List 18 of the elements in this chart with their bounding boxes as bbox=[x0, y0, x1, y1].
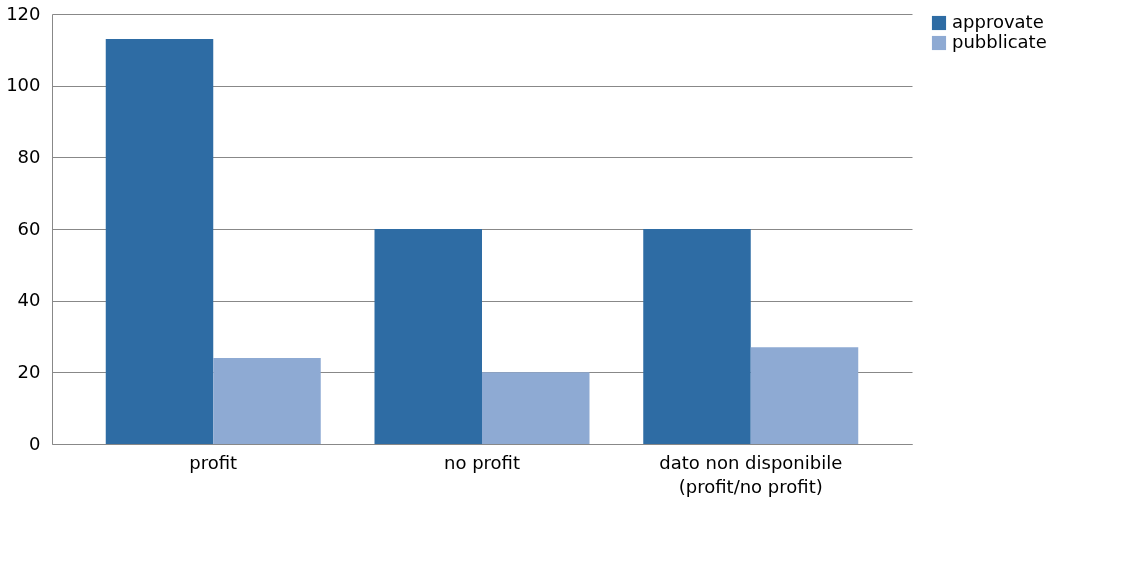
y-tick-label: 80 bbox=[17, 145, 41, 167]
y-tick-label: 100 bbox=[6, 74, 41, 96]
y-tick-label: 60 bbox=[17, 217, 41, 239]
x-tick-label: dato non disponibile (profit/no profit) bbox=[659, 451, 843, 497]
legend-label: pubblicate bbox=[952, 31, 1047, 52]
y-tick-label: 0 bbox=[29, 432, 41, 454]
y-tick-label: 40 bbox=[17, 289, 41, 311]
bar bbox=[105, 39, 214, 444]
bar bbox=[482, 372, 590, 444]
bar bbox=[213, 358, 321, 444]
bar bbox=[643, 229, 751, 444]
y-tick-label: 20 bbox=[17, 360, 41, 382]
x-tick-label: profit bbox=[189, 451, 238, 473]
y-tick-label: 120 bbox=[6, 2, 41, 24]
x-tick-label: no profit bbox=[444, 451, 520, 473]
legend-label: approvate bbox=[952, 11, 1044, 32]
bar bbox=[750, 347, 859, 444]
bar bbox=[374, 229, 482, 444]
